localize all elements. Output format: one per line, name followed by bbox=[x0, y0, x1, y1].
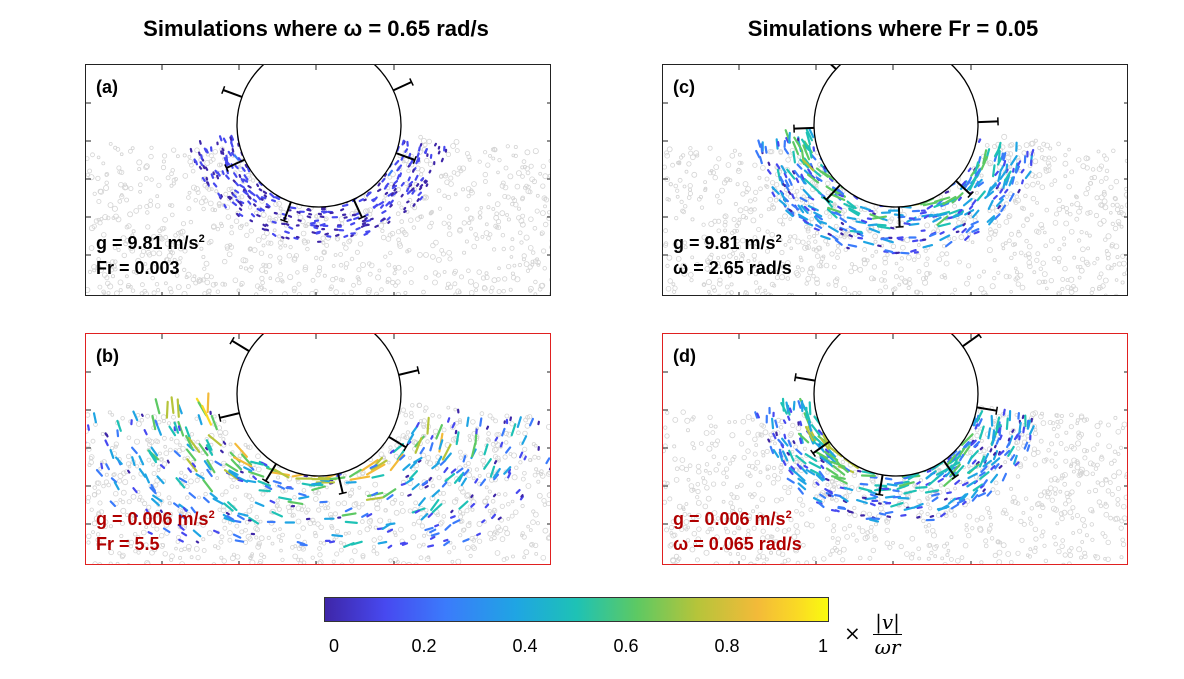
colorbar-denominator: ωr bbox=[874, 635, 901, 659]
panel-d-label: (d) bbox=[673, 346, 696, 366]
panel-b-label: (b) bbox=[96, 346, 119, 366]
colorbar-units-label: × |v| ωr bbox=[844, 610, 902, 659]
panel-c-gravity: g = 9.81 m/s2 bbox=[673, 233, 782, 253]
wheel-icon bbox=[793, 65, 999, 228]
colorbar-times-sign: × bbox=[844, 621, 861, 645]
panel-d-omega: ω = 0.065 rad/s bbox=[673, 534, 802, 554]
colorbar-fraction: |v| ωr bbox=[873, 610, 902, 659]
wheel-icon bbox=[793, 334, 999, 497]
frame-ticks bbox=[663, 65, 1127, 295]
panel-d-gravity: g = 0.006 m/s2 bbox=[673, 509, 792, 529]
panel-b: (b) g = 0.006 m/s2 Fr = 5.5 bbox=[85, 333, 551, 565]
panel-a-froude: Fr = 0.003 bbox=[96, 258, 180, 278]
frame-ticks bbox=[86, 334, 550, 564]
panel-b-gravity: g = 0.006 m/s2 bbox=[96, 509, 215, 529]
colorbar-tick-1: 1 bbox=[817, 636, 829, 656]
panel-b-simulation-plot bbox=[86, 334, 550, 564]
velocity-colorbar bbox=[324, 597, 829, 622]
panel-a: (a) g = 9.81 m/s2 Fr = 0.003 bbox=[85, 64, 551, 296]
frame-ticks bbox=[86, 65, 550, 295]
colorbar-numerator: |v| bbox=[873, 610, 902, 635]
panel-c: (c) g = 9.81 m/s2 ω = 2.65 rad/s bbox=[662, 64, 1128, 296]
colorbar-tick-0.6: 0.6 bbox=[613, 636, 639, 656]
panel-d: (d) g = 0.006 m/s2 ω = 0.065 rad/s bbox=[662, 333, 1128, 565]
colorbar-tick-0: 0 bbox=[328, 636, 340, 656]
right-column-title: Simulations where Fr = 0.05 bbox=[747, 16, 1039, 41]
wheel-icon bbox=[218, 334, 420, 495]
frame-ticks bbox=[663, 334, 1127, 564]
panel-b-froude: Fr = 5.5 bbox=[96, 534, 160, 554]
panel-c-label: (c) bbox=[673, 77, 695, 97]
velocity-field bbox=[755, 127, 1035, 255]
left-column-title: Simulations where ω = 0.65 rad/s bbox=[143, 16, 489, 41]
panel-a-simulation-plot bbox=[86, 65, 550, 295]
colorbar-tick-0.2: 0.2 bbox=[411, 636, 437, 656]
panel-a-gravity: g = 9.81 m/s2 bbox=[96, 233, 205, 253]
wheel-icon bbox=[221, 65, 417, 223]
colorbar-tick-0.4: 0.4 bbox=[512, 636, 538, 656]
colorbar-tick-0.8: 0.8 bbox=[714, 636, 740, 656]
velocity-field bbox=[86, 392, 550, 549]
panel-a-label: (a) bbox=[96, 77, 118, 97]
panel-d-simulation-plot bbox=[663, 334, 1127, 564]
panel-c-simulation-plot bbox=[663, 65, 1127, 295]
granular-bed bbox=[663, 400, 1127, 564]
panel-c-omega: ω = 2.65 rad/s bbox=[673, 258, 792, 278]
